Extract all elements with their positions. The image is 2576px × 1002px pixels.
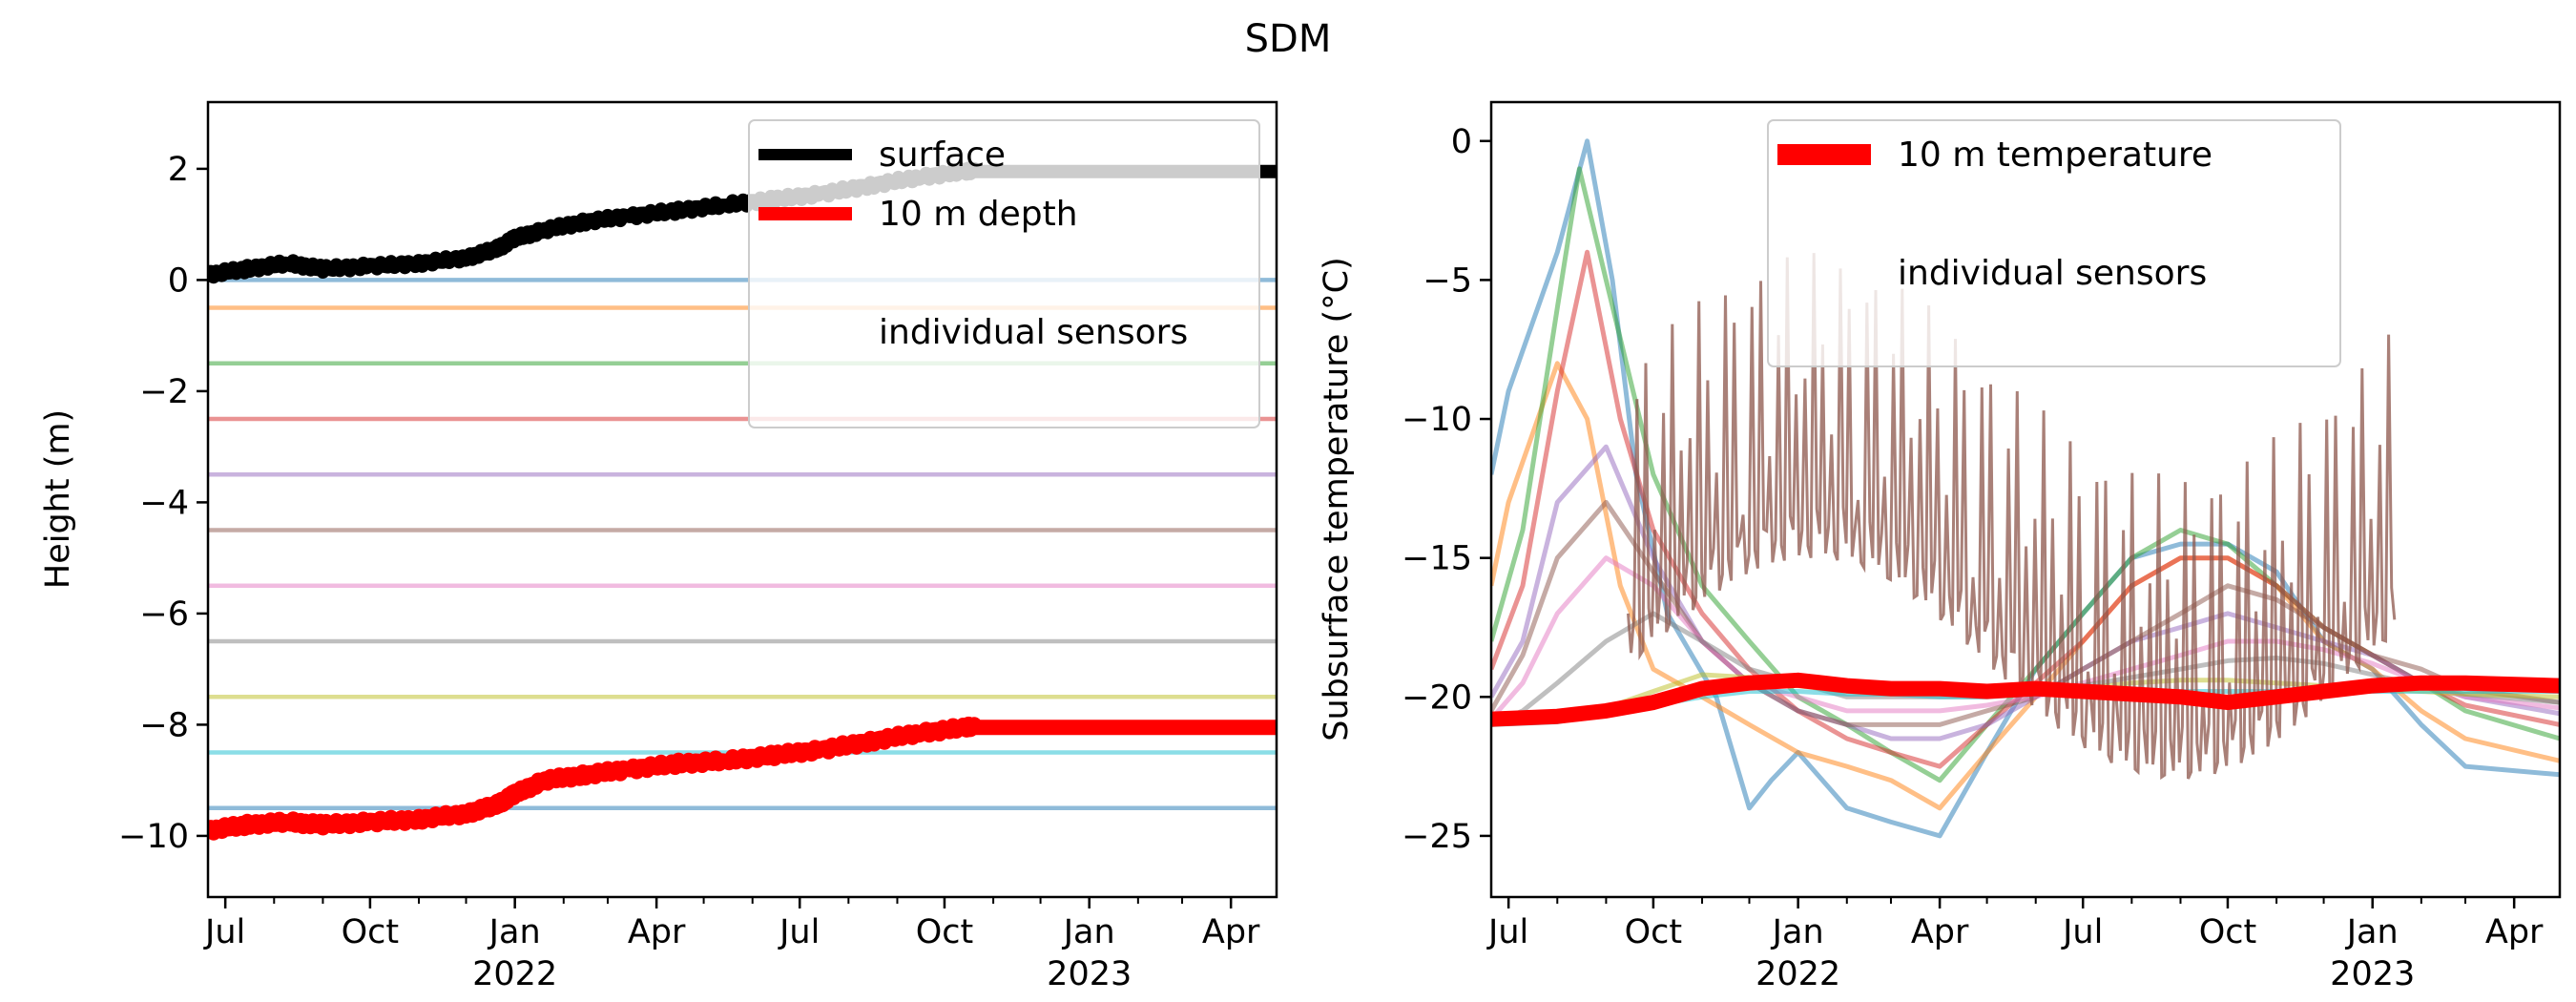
- legend-box: [748, 119, 1260, 428]
- y-tick-label: −25: [1402, 818, 1472, 856]
- y-tick-label: −20: [1402, 678, 1472, 717]
- height-y-axis-label: Height (m): [39, 409, 77, 589]
- x-tick-year-label: 2022: [1755, 955, 1840, 993]
- y-tick-label: −10: [1402, 401, 1472, 439]
- x-tick-label: Apr: [1911, 913, 1969, 951]
- legend-label: 10 m temperature: [1898, 136, 2212, 175]
- x-tick-label: Oct: [2199, 913, 2257, 951]
- x-tick-year-label: 2022: [472, 955, 557, 993]
- temperature-x-ticks: Jul Oct Jan 2022 Apr Jul Oct Jan 2023 Apr: [1486, 897, 2544, 993]
- x-tick-label: Jan: [1771, 913, 1824, 951]
- x-tick-label: Oct: [916, 913, 974, 951]
- legend-label: 10 m depth: [879, 195, 1078, 234]
- y-tick-label: −15: [1402, 540, 1472, 578]
- legend-box: [1767, 119, 2341, 367]
- temperature-10m-line: [1491, 672, 2560, 727]
- x-tick-year-label: 2023: [2330, 955, 2415, 993]
- depth-10m-line: [208, 716, 1277, 841]
- x-tick-label: Jul: [2061, 913, 2103, 951]
- legend-label: individual sensors: [879, 313, 1188, 352]
- x-tick-label: Oct: [342, 913, 400, 951]
- temperature-plot-frame: [1489, 100, 2562, 899]
- height-plot-frame: [206, 100, 1278, 899]
- temperature-y-ticks: 0 −5 −10 −15 −20 −25: [1402, 123, 1491, 856]
- x-tick-label: Apr: [1202, 913, 1260, 951]
- y-tick-label: 0: [1451, 123, 1472, 161]
- x-tick-label: Jan: [488, 913, 541, 951]
- x-tick-label: Jul: [203, 913, 245, 951]
- figure-title: SDM: [1245, 17, 1332, 61]
- height-legend: surface 10 m depth individual sensors: [748, 119, 1260, 428]
- temperature-panel: 0 −5 −10 −15 −20 −25 Jul Oct Jan 2022 Apr Jul Oct Ja…: [1318, 100, 2562, 993]
- y-tick-label: −6: [139, 595, 189, 634]
- legend-label: surface: [879, 136, 1006, 175]
- temperature-legend: 10 m temperature individual sensors: [1767, 119, 2341, 367]
- x-tick-label: Oct: [1625, 913, 1683, 951]
- y-tick-label: −5: [1423, 261, 1472, 300]
- height-y-ticks: 2 0 −2 −4 −6 −8 −10: [118, 151, 208, 856]
- x-tick-label: Jul: [1486, 913, 1528, 951]
- x-tick-label: Apr: [2485, 913, 2544, 951]
- temperature-y-axis-label: Subsurface temperature (°C): [1318, 257, 1356, 741]
- y-tick-label: −10: [118, 818, 189, 856]
- x-tick-label: Apr: [628, 913, 686, 951]
- height-x-ticks: Jul Oct Jan 2022 Apr Jul Oct Jan 2023 Apr: [203, 897, 1260, 993]
- temperature-series-group: [1491, 672, 2560, 727]
- legend-label: individual sensors: [1898, 254, 2207, 293]
- y-tick-label: −8: [139, 706, 189, 744]
- x-tick-year-label: 2023: [1047, 955, 1132, 993]
- y-tick-label: 2: [168, 151, 189, 189]
- y-tick-label: −2: [139, 373, 189, 411]
- x-tick-label: Jan: [2345, 913, 2399, 951]
- x-tick-label: Jan: [1062, 913, 1115, 951]
- near-surface-sensor-line: [1627, 253, 2397, 781]
- x-tick-label: Jul: [778, 913, 820, 951]
- height-panel: 2 0 −2 −4 −6 −8 −10 Jul Oct Jan 2022 Apr Jul Oct Jan 2…: [39, 100, 1278, 993]
- y-tick-label: 0: [168, 261, 189, 300]
- y-tick-label: −4: [139, 484, 189, 522]
